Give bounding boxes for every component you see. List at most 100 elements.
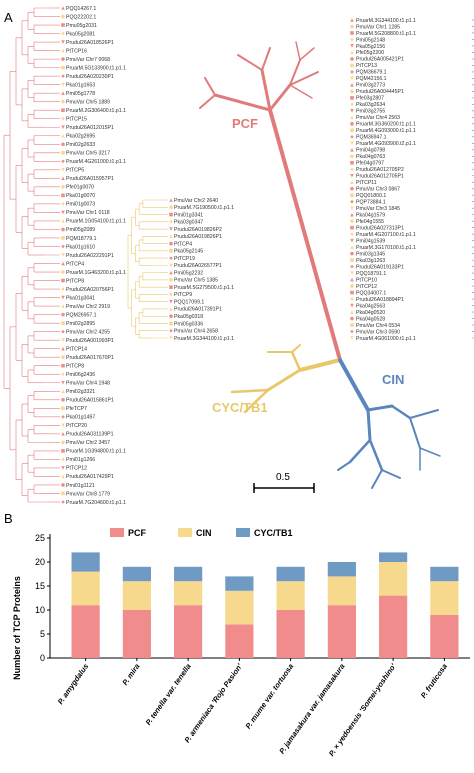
pcf-clade-label: PCF xyxy=(232,116,258,131)
leaf-marker-icon xyxy=(169,321,173,326)
tree-leaf-label: Pmi03g1345 xyxy=(356,251,385,257)
tree-leaf-label: Pfe03g2807 xyxy=(356,96,384,102)
tree-leaf-label: Pka03g0347 xyxy=(174,220,203,226)
leaf-marker-icon xyxy=(350,18,354,22)
tree-leaf-label: Pfe01g0070 xyxy=(66,185,94,191)
leaf-marker-icon xyxy=(169,256,173,260)
unrooted-tree xyxy=(199,41,441,489)
leaf-marker-icon xyxy=(61,193,65,198)
y-tick-label: 15 xyxy=(35,581,45,591)
leaf-marker-icon xyxy=(61,244,65,249)
tree-leaf-label: PruarM.3G344100.t1.p1.1 xyxy=(174,336,234,342)
leaf-marker-icon xyxy=(61,74,65,78)
leaf-marker-icon xyxy=(350,219,354,223)
leaf-marker-icon xyxy=(350,336,354,340)
tree-leaf-label: PruarM.4G261000.t1.p1.1 xyxy=(66,159,126,165)
panel-a-label: A xyxy=(4,10,13,25)
tree-leaf-label: PtTCP9 xyxy=(174,292,192,298)
leaf-marker-icon xyxy=(350,206,354,211)
leaf-marker-icon xyxy=(169,328,173,333)
tree-leaf-label: Pmi04g0798 xyxy=(356,148,385,154)
leaf-marker-icon xyxy=(350,186,354,191)
tree-leaf-label: PmuVar Chr5 1385 xyxy=(174,278,218,284)
leaf-marker-icon xyxy=(350,264,354,269)
scale-bar: 0.5 xyxy=(253,472,315,493)
leaf-marker-icon xyxy=(61,48,65,53)
tree-leaf-label: Pka03g2634 xyxy=(356,102,385,108)
tree-leaf-label: PmuVar Chr2 4255 xyxy=(66,329,110,335)
tree-leaf-label: Prudul26A019826P2 xyxy=(174,227,222,233)
bar-cyctb-segment xyxy=(174,566,203,582)
leaf-marker-icon xyxy=(350,141,354,146)
leaf-marker-icon xyxy=(61,65,65,70)
leaf-marker-icon xyxy=(61,389,65,394)
leaf-marker-icon xyxy=(350,83,354,87)
tree-leaf-label: Prudul26A004445P1 xyxy=(356,89,404,95)
bar-cin-segment xyxy=(174,581,203,606)
leaf-marker-icon xyxy=(61,150,65,155)
leaf-marker-icon xyxy=(61,23,65,27)
tree-leaf-label: PQQ18791.1 xyxy=(356,271,386,277)
tree-leaf-label: Pmi03g2773 xyxy=(356,83,385,89)
tree-leaf-label: PmuVar Chr3 0590 xyxy=(356,329,400,335)
tree-leaf-label: Pmu05g2031 xyxy=(66,23,97,29)
tree-leaf-label: PtTCP12 xyxy=(356,284,377,290)
leaf-marker-icon xyxy=(169,234,173,239)
tree-leaf-label: PtTCP16 xyxy=(66,48,87,54)
bar-pcf-segment xyxy=(225,624,254,658)
tree-leaf-label: PruarM.1G463200.t1.p1.1 xyxy=(66,270,126,276)
tree-leaf-label: PmuVar Chr5 3217 xyxy=(66,151,110,157)
leaf-marker-icon xyxy=(61,423,65,428)
tree-leaf-label: PmuVar Chr5 1889 xyxy=(66,99,110,105)
tree-leaf-label: PmuVar Chr2 2919 xyxy=(66,304,110,310)
bar-pcf-segment xyxy=(379,595,408,658)
tree-leaf-label: PQP73884.1 xyxy=(356,200,386,206)
tree-leaf-label: PtTCP10 xyxy=(356,277,377,283)
bar-cyctb-segment xyxy=(327,562,356,577)
leaf-marker-icon xyxy=(350,37,354,42)
tree-leaf-label: PruarM.4G207100.t1.p1.1 xyxy=(356,232,416,238)
leaf-marker-icon xyxy=(61,474,65,479)
legend-label: CIN xyxy=(196,528,212,538)
tree-leaf-label: PmuVar Chr4 0534 xyxy=(356,323,400,329)
leaf-marker-icon xyxy=(61,449,65,453)
leaf-marker-icon xyxy=(169,219,173,224)
tree-leaf-label: PmuVar Chr4 2503 xyxy=(356,115,400,121)
leaf-marker-icon xyxy=(350,212,354,217)
tree-leaf-label: Pfe04g1555 xyxy=(356,219,384,225)
leaf-marker-icon xyxy=(61,278,65,283)
tree-leaf-label: PruarM.3G344100.t1.p1.1 xyxy=(356,18,416,24)
tree-leaf-label: PQQ14267.1 xyxy=(66,6,96,12)
tree-leaf-label: Prudul26A027313P1 xyxy=(356,225,404,231)
legend-swatch xyxy=(236,528,250,537)
tree-leaf-label: PQM18779.1 xyxy=(66,236,97,242)
tree-leaf-label: PmuVar Chr2 2640 xyxy=(174,198,218,204)
tree-leaf-label: Pka05g0318 xyxy=(174,314,203,320)
leaf-marker-icon xyxy=(350,57,354,61)
leaf-marker-icon xyxy=(169,227,173,231)
bar-pcf-segment xyxy=(430,614,459,658)
tree-leaf-label: PQQ22202.1 xyxy=(66,14,96,20)
tree-leaf-label: Prudul26A017429P1 xyxy=(66,474,114,480)
y-tick-label: 5 xyxy=(40,629,45,639)
leaf-marker-icon xyxy=(350,128,354,133)
middle-cyc-tree: PmuVar Chr2 2640PruarM.7G190500.t1.p1.1P… xyxy=(127,198,234,342)
leaf-marker-icon xyxy=(61,168,65,172)
bar-pcf-segment xyxy=(122,610,151,658)
bar-pcf-segment xyxy=(327,605,356,658)
leaf-marker-icon xyxy=(169,263,173,268)
pcf-branches xyxy=(199,41,342,362)
tree-leaf-label: Pka05g2081 xyxy=(66,31,95,37)
bar-cin-segment xyxy=(276,581,305,610)
bar-cin-segment xyxy=(379,562,408,596)
leaf-marker-icon xyxy=(169,198,173,202)
bar-cin-segment xyxy=(71,571,100,606)
leaf-marker-icon xyxy=(61,133,65,138)
leaf-marker-icon xyxy=(61,304,65,308)
leaf-marker-icon xyxy=(61,6,65,10)
leaf-marker-icon xyxy=(61,176,65,181)
leaf-marker-icon xyxy=(169,292,173,297)
leaf-marker-icon xyxy=(61,287,65,291)
leaf-marker-icon xyxy=(169,278,173,282)
